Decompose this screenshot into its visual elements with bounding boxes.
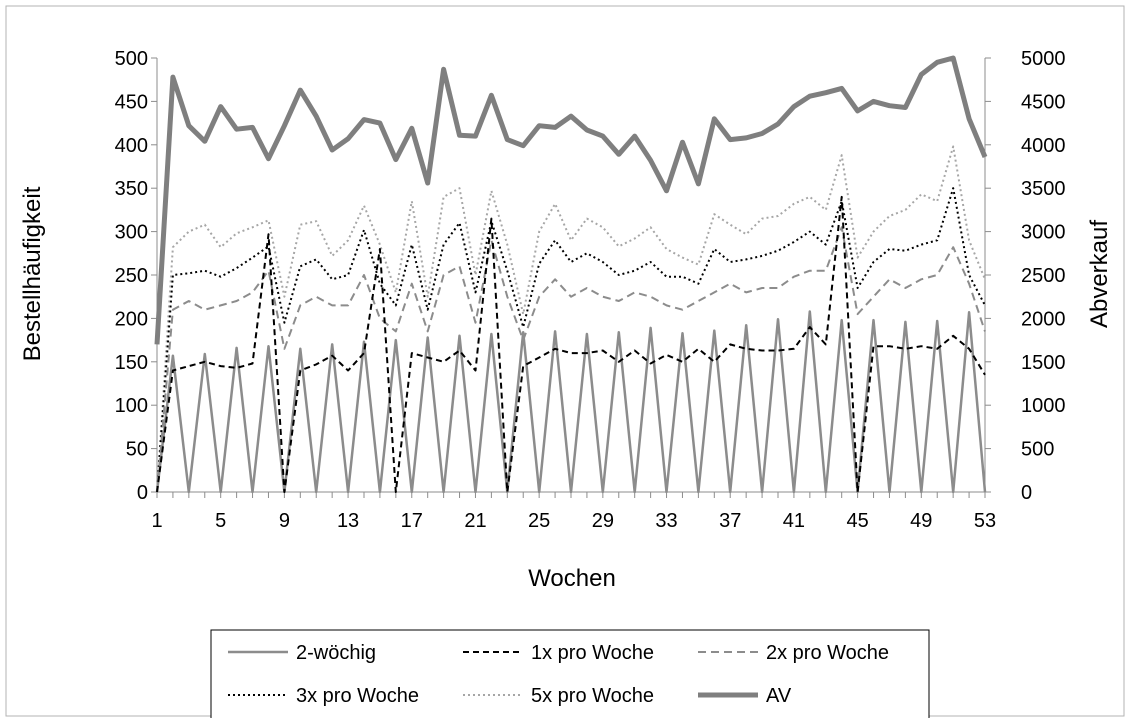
right-tick-label: 5000 (1021, 48, 1066, 70)
x-tick-label: 13 (337, 510, 359, 532)
legend-label-5: 5x pro Woche (531, 685, 654, 707)
left-tick-label: 400 (115, 135, 148, 157)
left-tick-label: 350 (115, 178, 148, 200)
right-tick-label: 2500 (1021, 265, 1066, 287)
right-tick-label: 4000 (1021, 135, 1066, 157)
left-tick-label: 300 (115, 222, 148, 244)
legend: 2-wöchig 1x pro Woche 2x pro Woche 3x pro W… (210, 629, 930, 721)
right-tick-label: 3500 (1021, 178, 1066, 200)
x-tick-label: 5 (215, 510, 226, 532)
x-axis: 1 5 9 13 17 21 25 29 33 37 41 45 49 53 (151, 491, 996, 532)
left-tick-label: 250 (115, 265, 148, 287)
x-tick-label: 29 (592, 510, 614, 532)
x-tick-label: 45 (846, 510, 868, 532)
series-line-6 (154, 55, 988, 345)
series-layer (154, 55, 988, 494)
left-tick-label: 150 (115, 352, 148, 374)
right-tick-label: 1000 (1021, 395, 1066, 417)
legend-label-1: 2-wöchig (296, 642, 376, 664)
right-tick-label: 500 (1021, 439, 1054, 461)
chart-frame (5, 5, 1125, 717)
x-tick-label: 25 (528, 510, 550, 532)
left-tick-label: 450 (115, 91, 148, 113)
left-tick-label: 50 (126, 439, 148, 461)
legend-label-2: 1x pro Woche (531, 642, 654, 664)
right-y-axis: 0 500 1000 1500 2000 2500 3000 3500 4000 4500 5000 (984, 48, 1066, 504)
legend-label-6: AV (766, 685, 792, 707)
x-tick-label: 17 (401, 510, 423, 532)
legend-label-3: 2x pro Woche (766, 642, 889, 664)
x-tick-label: 49 (910, 510, 932, 532)
right-tick-label: 2000 (1021, 308, 1066, 330)
left-tick-label: 200 (115, 308, 148, 330)
left-tick-label: 500 (115, 48, 148, 70)
right-tick-label: 1500 (1021, 352, 1066, 374)
left-tick-label: 0 (137, 482, 148, 504)
x-tick-label: 33 (655, 510, 677, 532)
x-tick-label: 1 (151, 510, 162, 532)
x-tick-label: 37 (719, 510, 741, 532)
legend-label-4: 3x pro Woche (296, 685, 419, 707)
right-tick-label: 3000 (1021, 222, 1066, 244)
x-tick-label: 41 (783, 510, 805, 532)
series-line-2 (156, 195, 986, 493)
series-line-3 (156, 226, 986, 493)
series-line-1 (155, 310, 987, 494)
left-y-axis: 0 50 100 150 200 250 300 350 400 450 500 (115, 48, 158, 504)
x-tick-label: 53 (974, 510, 996, 532)
x-tick-label: 21 (464, 510, 486, 532)
legend-box (210, 629, 930, 721)
series-line-5 (156, 145, 986, 493)
x-axis-title: Wochen (528, 565, 616, 592)
right-tick-label: 0 (1021, 482, 1032, 504)
right-tick-label: 4500 (1021, 91, 1066, 113)
series-line-4 (156, 187, 986, 493)
left-tick-label: 100 (115, 395, 148, 417)
x-tick-label: 9 (279, 510, 290, 532)
right-axis-title: Abverkauf (1086, 220, 1113, 328)
left-axis-title: Bestellhäufigkeit (19, 186, 46, 361)
